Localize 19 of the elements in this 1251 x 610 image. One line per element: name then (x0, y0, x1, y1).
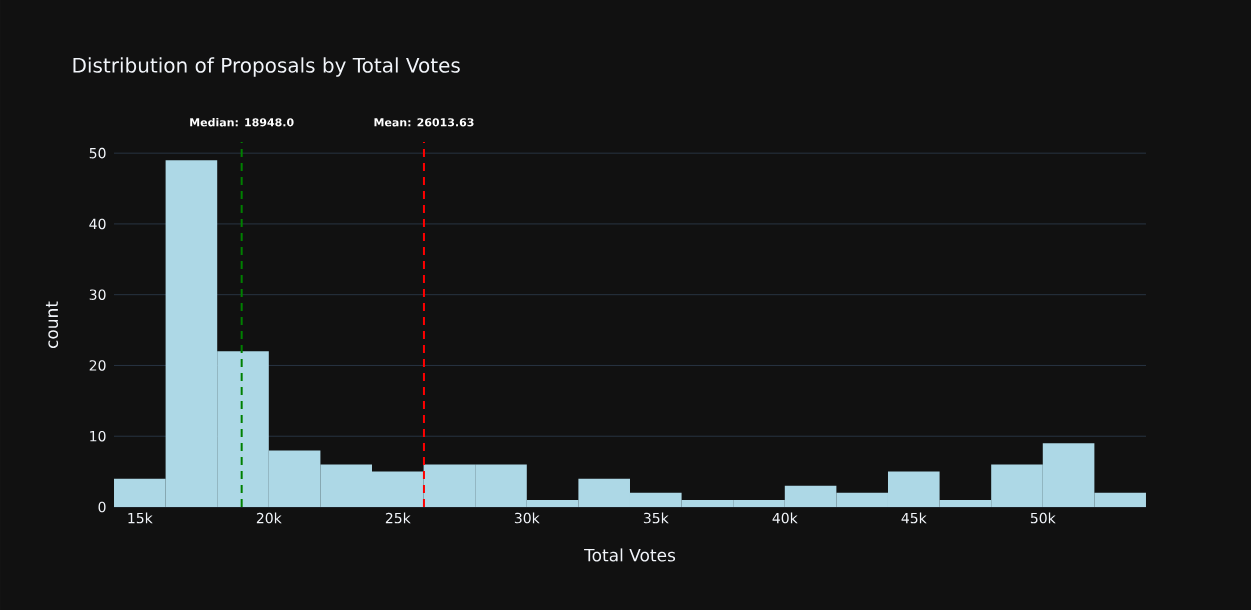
y-tick-label: 20 (89, 360, 106, 371)
ref-line-label: Mean: 26013.63 (374, 118, 474, 127)
y-tick-label: 40 (89, 218, 106, 230)
x-tick-label: 45k (901, 512, 927, 524)
x-tick-label: 40k (772, 512, 798, 524)
ref-line-label: Median: 18948.0 (190, 117, 294, 127)
x-tick-label: 20k (256, 512, 282, 524)
x-tick-label: 35k (643, 512, 669, 524)
x-axis-title: Total Votes (584, 548, 676, 562)
y-tick-label: 50 (89, 147, 106, 159)
x-tick-label: 30k (514, 512, 540, 524)
x-tick-label: 25k (385, 512, 411, 524)
y-tick-label: 0 (98, 501, 106, 513)
y-tick-label: 10 (90, 430, 106, 442)
y-axis-title: count (45, 301, 59, 349)
y-tick-label: 30 (89, 289, 106, 300)
x-tick-label: 15k (128, 512, 153, 524)
x-tick-label: 50k (1030, 512, 1056, 524)
chart-title: Distribution of Proposals by Total Votes (73, 57, 460, 77)
